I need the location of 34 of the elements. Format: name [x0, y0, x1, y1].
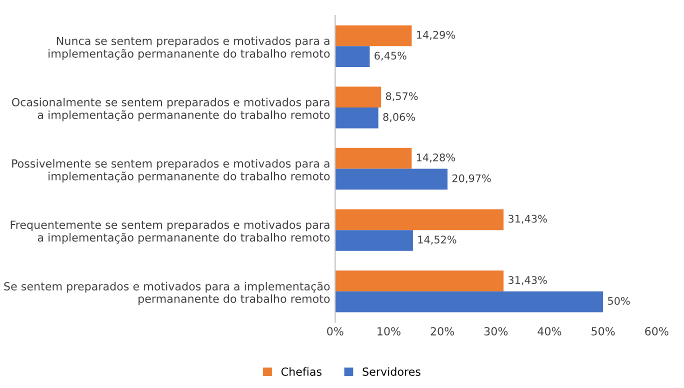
- data-label: 8,57%: [386, 92, 418, 102]
- bar: [335, 270, 504, 292]
- bar: [335, 107, 378, 128]
- bar: [335, 209, 504, 230]
- x-tick-label: 50%: [592, 327, 615, 336]
- bar: [335, 86, 382, 108]
- data-label: 14,28%: [416, 154, 455, 162]
- data-label: 14,52%: [418, 236, 456, 245]
- x-tick-label: 60%: [645, 327, 668, 336]
- data-label: 31,43%: [508, 214, 547, 224]
- data-label: 20,97%: [452, 174, 491, 184]
- y-tick-label: Frequentemente se sentem preparados e motivados para a implementação permananente do trabalho remoto: [10, 220, 330, 244]
- bar: [335, 168, 448, 190]
- legend-label: Chefias: [281, 367, 322, 376]
- bar: [335, 148, 412, 169]
- data-label: 6,45%: [374, 52, 406, 61]
- bar: [335, 25, 412, 46]
- y-tick-label: Possivelmente se sentem preparados e motivados para a implementação permananente do trabalho remoto: [12, 159, 330, 183]
- data-label: 8,06%: [383, 113, 416, 122]
- bar: [335, 291, 604, 312]
- x-tick-label: 40%: [538, 327, 562, 336]
- bar: [335, 46, 370, 68]
- bar: [335, 230, 413, 251]
- x-tick-label: 10%: [378, 327, 400, 336]
- data-label: 31,43%: [508, 276, 547, 286]
- y-tick-label: Se sentem preparados e motivados para a implementação permananente do trabalho remoto: [4, 282, 330, 306]
- y-tick-label: Ocasionalmente se sentem preparados e motivados para a implementação permananente do trabalho remoto: [12, 98, 330, 122]
- x-tick-label: 20%: [430, 327, 454, 336]
- data-label: 14,29%: [417, 30, 456, 40]
- legend-label: Servidores: [362, 367, 420, 376]
- data-label: 50%: [608, 296, 630, 305]
- y-tick-label: Nunca se sentem preparados e motivados para a implementação permananente do trabalho remoto: [48, 36, 330, 60]
- x-tick-label: 30%: [484, 327, 508, 336]
- x-tick-label: 0%: [327, 327, 344, 336]
